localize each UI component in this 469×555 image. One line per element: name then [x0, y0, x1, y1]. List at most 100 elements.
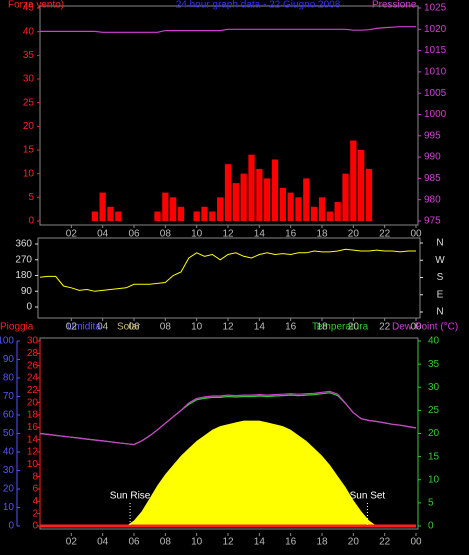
- tick-label: 995: [424, 130, 441, 141]
- tick-label: 35: [428, 359, 440, 370]
- tick-label: 20: [428, 428, 440, 439]
- wind-bar: [177, 206, 185, 221]
- wind-bar: [217, 197, 224, 221]
- tick-label: 80: [3, 373, 15, 384]
- wind-bar: [342, 173, 349, 221]
- tick-label: 30: [3, 465, 15, 476]
- wind-bar: [193, 211, 200, 221]
- tick-label: E: [437, 289, 444, 300]
- tick-label: 35: [23, 50, 35, 61]
- tick-label: 0: [428, 521, 434, 532]
- x-tick-label: 22: [379, 537, 391, 548]
- x-tick-label: 18: [316, 537, 328, 548]
- tick-label: 1005: [424, 88, 447, 99]
- tick-label: 15: [23, 145, 35, 156]
- tick-label: 20: [3, 484, 15, 495]
- tick-label: 30: [428, 382, 440, 393]
- x-tick-label: 04: [97, 322, 109, 333]
- tick-label: 10: [27, 459, 39, 470]
- wind-bar: [224, 164, 232, 221]
- x-tick-label: 14: [254, 322, 266, 333]
- rain-axis-label: Pioggia: [0, 322, 34, 333]
- tick-label: 70: [3, 391, 15, 402]
- tick-label: 30: [23, 74, 35, 85]
- tick-label: 1015: [424, 45, 447, 56]
- x-tick-label: 12: [222, 322, 234, 333]
- wind-bar: [256, 168, 263, 221]
- wind-bar: [162, 192, 169, 221]
- x-tick-label: 00: [410, 229, 422, 240]
- x-tick-label: 02: [66, 537, 78, 548]
- tick-label: 25: [23, 97, 35, 108]
- x-tick-label: 14: [254, 229, 266, 240]
- tick-label: 100: [0, 336, 14, 347]
- tick-label: 10: [23, 168, 35, 179]
- x-tick-label: 06: [128, 229, 140, 240]
- tick-label: 0: [28, 216, 34, 227]
- tick-label: 16: [27, 422, 39, 433]
- x-tick-label: 14: [254, 537, 266, 548]
- y-axis-label: Forza vento): [8, 0, 64, 11]
- tick-label: 90: [21, 286, 33, 297]
- tick-label: 18: [27, 410, 39, 421]
- wind-bar: [279, 187, 286, 221]
- tick-label: 0: [26, 302, 32, 313]
- x-tick-label: 18: [316, 322, 328, 333]
- tick-label: 6: [32, 484, 38, 495]
- tick-label: 12: [27, 447, 39, 458]
- x-tick-label: 02: [66, 229, 78, 240]
- tick-label: 20: [23, 121, 35, 132]
- tick-label: 975: [424, 216, 441, 227]
- legend-entry: Solar: [117, 322, 141, 333]
- x-tick-label: 10: [191, 322, 203, 333]
- tick-label: 1000: [424, 109, 447, 120]
- x-tick-label: 16: [285, 537, 297, 548]
- tick-label: 270: [15, 254, 32, 265]
- x-tick-label: 00: [410, 322, 422, 333]
- wind-bar: [334, 202, 341, 221]
- wind-bar: [201, 206, 208, 221]
- x-tick-label: 00: [410, 537, 422, 548]
- x-tick-label: 08: [160, 229, 172, 240]
- wind-bar: [248, 154, 255, 221]
- tick-label: 4: [32, 496, 38, 507]
- annotation: Sun Rise: [110, 491, 151, 502]
- panel-frame: [39, 5, 419, 226]
- x-tick-label: 20: [348, 229, 360, 240]
- wind-bar: [209, 211, 216, 221]
- x-tick-label: 16: [285, 322, 297, 333]
- tick-label: 1010: [424, 67, 447, 78]
- wind-bar: [115, 211, 122, 221]
- x-tick-label: 10: [191, 537, 203, 548]
- tick-label: N: [436, 238, 443, 249]
- wind-bar: [232, 183, 239, 221]
- tick-label: 60: [3, 410, 15, 421]
- tick-label: 985: [424, 173, 441, 184]
- tick-label: 15: [428, 451, 440, 462]
- tick-label: 14: [27, 434, 39, 445]
- tick-label: 1020: [424, 24, 447, 35]
- wind-bar: [326, 211, 333, 221]
- x-tick-label: 04: [97, 229, 109, 240]
- tick-label: 10: [3, 502, 15, 513]
- wind-bar: [303, 178, 310, 221]
- x-tick-label: 06: [128, 537, 140, 548]
- tick-label: 990: [424, 152, 441, 163]
- x-tick-label: 20: [348, 537, 360, 548]
- wind-bar: [295, 197, 302, 221]
- x-tick-label: 06: [128, 322, 140, 333]
- x-tick-label: 08: [160, 537, 172, 548]
- x-tick-label: 08: [160, 322, 172, 333]
- tick-label: N: [436, 307, 443, 318]
- tick-label: 2: [32, 508, 38, 519]
- tick-label: 26: [27, 360, 39, 371]
- y2-axis-label: Temperatura: [312, 322, 369, 333]
- tick-label: 0: [32, 521, 38, 532]
- wind-bar: [107, 206, 114, 221]
- tick-label: 10: [428, 474, 440, 485]
- series-line: [39, 390, 417, 446]
- tick-label: 50: [3, 428, 15, 439]
- x-tick-label: 22: [379, 322, 391, 333]
